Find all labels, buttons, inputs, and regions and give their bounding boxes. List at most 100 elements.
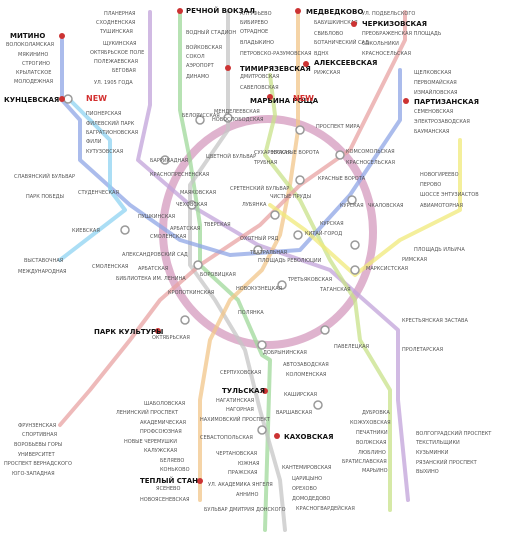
station-label[interactable]: БАГРАТИОНОВСКАЯ xyxy=(86,130,138,136)
node-kurskaya[interactable] xyxy=(347,195,357,205)
station-label[interactable]: МАЯКОВСКАЯ xyxy=(180,190,216,196)
station-label[interactable]: СЕМЕНОВСКАЯ xyxy=(414,109,453,115)
station-label[interactable]: БАУМАНСКАЯ xyxy=(414,129,449,135)
station-label[interactable]: БОТАНИЧЕСКИЙ САД xyxy=(314,39,369,46)
station-label[interactable]: ТЕКСТИЛЬЩИКИ xyxy=(415,440,460,446)
station-label[interactable]: ЧЕХОВСКАЯ xyxy=(176,202,207,208)
station-label[interactable]: ОХОТНЫЙ РЯД xyxy=(240,235,278,242)
station-label[interactable]: ФИЛИ xyxy=(86,139,102,145)
station-label[interactable]: РИЖСКАЯ xyxy=(314,70,340,76)
station-label[interactable]: ВОЛЖСКАЯ xyxy=(356,440,386,446)
station-label[interactable]: АКАДЕМИЧЕСКАЯ xyxy=(140,420,186,426)
station-label[interactable]: ВОЙКОВСКАЯ xyxy=(186,44,222,51)
node-paveletskaya[interactable] xyxy=(320,325,330,335)
station-label[interactable]: КРАСНОСЕЛЬСКАЯ xyxy=(362,51,411,57)
station-label[interactable]: БИБИРЕВО xyxy=(240,20,268,26)
station-label[interactable]: ЭЛЕКТРОЗАВОДСКАЯ xyxy=(414,119,470,125)
station-label[interactable]: ЮЖНАЯ xyxy=(238,461,259,467)
station-label[interactable]: ВАРШАВСКАЯ xyxy=(276,410,312,416)
station-label[interactable]: БРАТИСЛАВСКАЯ xyxy=(342,459,387,465)
station-label[interactable]: ВОРОБЬЕВЫ ГОРЫ xyxy=(14,442,62,448)
node-krasnopresnenskaya[interactable] xyxy=(160,155,170,165)
station-label[interactable]: МАРКСИСТСКАЯ xyxy=(366,266,408,272)
station-label[interactable]: КОМСОМОЛЬСКАЯ xyxy=(346,149,395,155)
station-label[interactable]: ПИОНЕРСКАЯ xyxy=(86,111,121,117)
node-komsomolskaya[interactable] xyxy=(335,150,345,160)
station-label[interactable]: ДИНАМО xyxy=(186,74,209,80)
node-kitay-gorod[interactable] xyxy=(293,230,303,240)
station-label[interactable]: АЛЕКСАНДРОВСКИЙ САД xyxy=(122,251,188,258)
node-pushkinskaya[interactable] xyxy=(187,200,197,210)
station-label[interactable]: УНИВЕРСИТЕТ xyxy=(18,452,56,458)
terminal-label-partizanskaya[interactable]: ПАРТИЗАНСКАЯ xyxy=(414,98,479,106)
node-tretyakovskaya[interactable] xyxy=(277,280,287,290)
node-novoslobodskaya[interactable] xyxy=(223,113,233,123)
station-label[interactable]: ТАГАНСКАЯ xyxy=(319,287,351,293)
station-label[interactable]: КИЕВСКАЯ xyxy=(72,228,100,234)
station-label[interactable]: ЧИСТЫЕ ПРУДЫ xyxy=(270,194,311,200)
station-label[interactable]: НАГОРНАЯ xyxy=(226,407,254,413)
station-label[interactable]: ВЫСТАВОЧНАЯ xyxy=(24,258,63,264)
terminal-label-cherkizovskaya[interactable]: ЧЕРКИЗОВСКАЯ xyxy=(362,20,427,28)
terminal-label-rechnoy-vokzal[interactable]: РЕЧНОЙ ВОКЗАЛ xyxy=(186,6,255,15)
station-label[interactable]: ВОЛОКОЛАМСКАЯ xyxy=(6,42,54,48)
station-label[interactable]: СРЕТЕНСКИЙ БУЛЬВАР xyxy=(230,185,289,192)
node-kievskaya[interactable] xyxy=(120,225,130,235)
station-label[interactable]: СЕРПУХОВСКАЯ xyxy=(220,370,261,376)
station-label[interactable]: ЛУБЯНКА xyxy=(242,202,267,208)
station-label[interactable]: УЛ. 1905 ГОДА xyxy=(94,80,133,86)
station-label[interactable]: ТУШИНСКАЯ xyxy=(99,29,133,35)
station-label[interactable]: НОВЫЕ ЧЕРЕМУШКИ xyxy=(124,439,177,445)
station-label[interactable]: ФРУНЗЕНСКАЯ xyxy=(18,423,56,429)
station-label[interactable]: ШОССЕ ЭНТУЗИАСТОВ xyxy=(420,192,479,198)
node-taganskaya[interactable] xyxy=(350,265,360,275)
station-label[interactable]: КОЖУХОВСКАЯ xyxy=(350,420,391,426)
station-label[interactable]: КОНЬКОВО xyxy=(160,467,190,473)
station-label[interactable]: КУРСКАЯ xyxy=(320,221,344,227)
station-label[interactable]: ВДНХ xyxy=(314,51,329,57)
station-label[interactable]: КРЫЛАТСКОЕ xyxy=(16,70,51,76)
station-label[interactable]: ПРАЖСКАЯ xyxy=(228,470,258,476)
node-marksistskaya[interactable] xyxy=(350,240,360,250)
station-label[interactable]: ВЛАДЫКИНО xyxy=(240,40,274,46)
station-label[interactable]: ЩЕЛКОВСКАЯ xyxy=(414,70,451,76)
station-label[interactable]: ПЕТРОВСКО-РАЗУМОВСКАЯ xyxy=(240,51,311,57)
station-label[interactable]: КОЛОМЕНСКАЯ xyxy=(286,372,326,378)
station-label[interactable]: ВОЛГОГРАДСКИЙ ПРОСПЕКТ xyxy=(416,430,492,437)
station-label[interactable]: АВТОЗАВОДСКАЯ xyxy=(283,362,329,368)
station-label[interactable]: КРАСНЫЕ ВОРОТА xyxy=(272,150,320,156)
station-label[interactable]: ПАРК ПОБЕДЫ xyxy=(26,194,64,200)
station-label[interactable]: АВИАМОТОРНАЯ xyxy=(420,203,463,209)
station-label[interactable]: ВОДНЫЙ СТАДИОН xyxy=(186,29,236,36)
station-label[interactable]: ТРУБНАЯ xyxy=(253,160,277,166)
terminal-label-timiryazevskaya[interactable]: ТИМИРЯЗЕВСКАЯ xyxy=(240,65,311,73)
terminal-label-tulskaya[interactable]: ТУЛЬСКАЯ xyxy=(222,387,265,395)
terminal-label-maryina-roshcha[interactable]: МАРЬИНА РОЩА xyxy=(250,97,319,105)
station-label[interactable]: ЦАРИЦЫНО xyxy=(292,476,322,482)
terminal-label-kakhovskaya[interactable]: КАХОВСКАЯ xyxy=(284,433,334,441)
station-label[interactable]: ЮГО-ЗАПАДНАЯ xyxy=(12,471,55,477)
station-label[interactable]: ВЫХИНО xyxy=(416,469,439,475)
node-prospekt-mira[interactable] xyxy=(295,125,305,135)
station-label[interactable]: НОВОСЛОБОДСКАЯ xyxy=(212,117,263,123)
station-label[interactable]: КАНТЕМИРОВСКАЯ xyxy=(282,465,331,471)
station-label[interactable]: ПРЕОБРАЖЕНСКАЯ ПЛОЩАДЬ xyxy=(362,31,442,37)
station-label[interactable]: ЧКАЛОВСКАЯ xyxy=(368,203,403,209)
station-label[interactable]: МЕНДЕЛЕЕВСКАЯ xyxy=(214,109,260,115)
station-label[interactable]: СОКОЛЬНИКИ xyxy=(362,41,399,47)
station-label[interactable]: КРЕСТЬЯНСКАЯ ЗАСТАВА xyxy=(402,318,468,324)
station-label[interactable]: ЛЮБЛИНО xyxy=(358,450,386,456)
station-label[interactable]: БЕГОВАЯ xyxy=(112,68,136,74)
node-park-kultury[interactable] xyxy=(180,315,190,325)
station-label[interactable]: УЛ. АКАДЕМИКА ЯНГЕЛЯ xyxy=(208,482,273,488)
station-label[interactable]: КУЗЬМИНКИ xyxy=(416,450,449,456)
station-label[interactable]: БОРОВИЦКАЯ xyxy=(200,272,236,278)
station-label[interactable]: ЛЕНИНСКИЙ ПРОСПЕКТ xyxy=(116,409,179,416)
station-label[interactable]: ЯСЕНЕВО xyxy=(156,486,180,492)
station-label[interactable]: ТЕАТРАЛЬНАЯ xyxy=(249,250,287,256)
station-label[interactable]: ЦВЕТНОЙ БУЛЬВАР xyxy=(206,153,256,160)
station-label[interactable]: СОКОЛ xyxy=(186,54,205,60)
station-label[interactable]: АРБАТСКАЯ xyxy=(170,226,200,232)
station-label[interactable]: МЕЖДУНАРОДНАЯ xyxy=(18,269,67,275)
station-label[interactable]: БАБУШКИНСКАЯ xyxy=(314,20,358,26)
